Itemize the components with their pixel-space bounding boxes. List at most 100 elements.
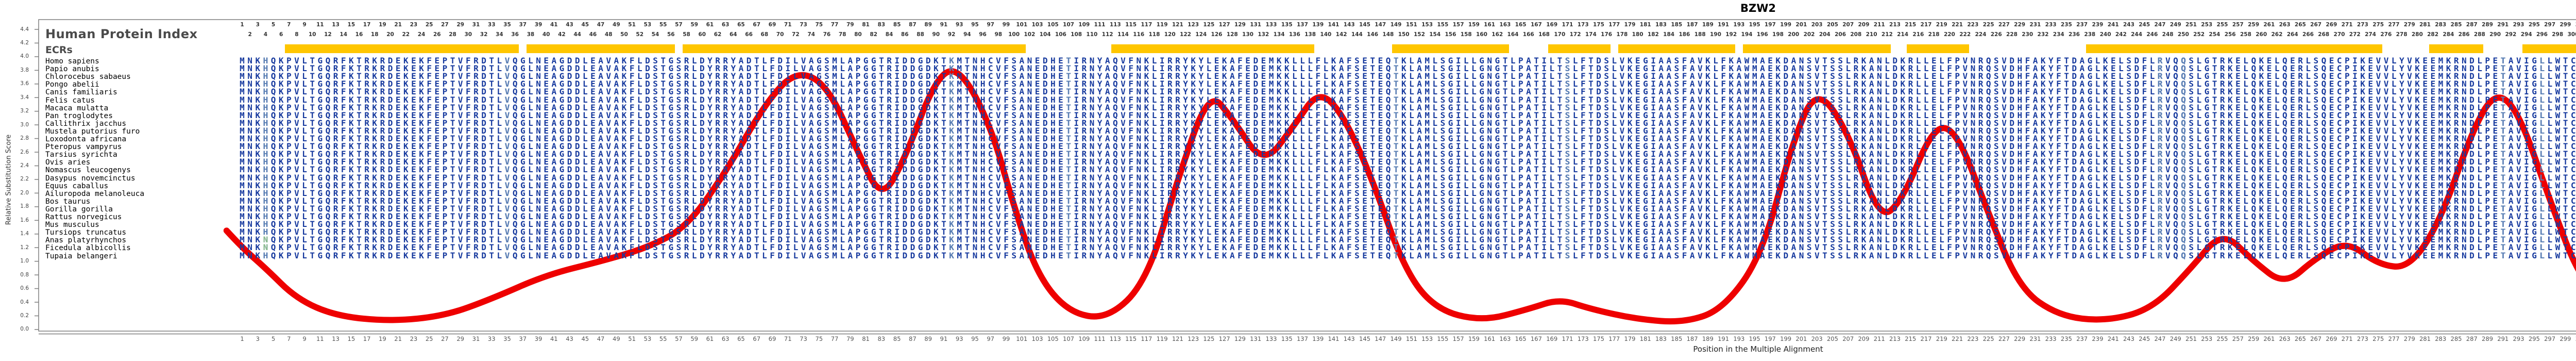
sequence-residue-colored: K [949, 125, 954, 136]
sequence-residue-colored: L [2539, 211, 2545, 221]
sequence-residue-colored: H [263, 250, 268, 260]
position-label-top: 41 [550, 22, 558, 28]
position-label-top: 133 [1265, 22, 1277, 28]
position-label-top: 250 [2177, 31, 2189, 38]
sequence-row: MNKHQKPVLTGQRFKTRKRDEKEKFEPTVFRDTLVQGLNE… [240, 63, 2576, 74]
sequence-row: MNKHQKPVLTGQRFKTRKRDEKEKFEPTVFRDTLVQGLNE… [240, 79, 2576, 89]
position-label-top: 270 [2333, 31, 2345, 38]
position-label-bottom: 99 [1002, 335, 1010, 342]
position-label-bottom: 139 [1312, 335, 1324, 342]
position-label-bottom: 27 [441, 335, 449, 342]
ecr-region-bar [1392, 44, 1509, 53]
sequence-residue-colored: R [2157, 118, 2163, 128]
y-tick-label: 4.2 [20, 39, 29, 46]
position-label-bottom: 133 [1265, 335, 1277, 342]
position-label-top: 149 [1390, 22, 1402, 28]
position-label-top: 125 [1203, 22, 1215, 28]
position-label-top: 295 [2528, 22, 2540, 28]
position-label-top: 294 [2520, 31, 2532, 38]
sequence-residue-colored: R [2157, 125, 2163, 136]
sequence-residue-colored: T [2500, 79, 2506, 89]
position-label-top: 218 [1928, 31, 1940, 38]
position-label-top: 92 [947, 31, 956, 38]
position-label-top: 66 [745, 31, 753, 38]
position-label-top: 54 [651, 31, 659, 38]
position-label-top: 15 [347, 22, 355, 28]
position-label-top: 7 [287, 22, 291, 28]
sequence-residue-colored: V [504, 125, 510, 136]
sequence-residue-colored: S [1565, 203, 1570, 214]
position-label-bottom: 47 [597, 335, 605, 342]
sequence-residue-colored: Q [2181, 235, 2186, 245]
sequence-residue-colored: H [263, 79, 268, 89]
species-label: Ovis aries [45, 158, 91, 167]
sequence-residue-colored: T [1393, 94, 1399, 105]
y-tick-label: 4.0 [20, 53, 29, 60]
sequence-residue-colored: Q [2181, 94, 2186, 105]
sequence-residue-colored: T [2500, 63, 2506, 74]
position-label-top: 167 [1530, 22, 1542, 28]
position-label-bottom: 209 [1858, 335, 1870, 342]
position-label-top: 12 [324, 31, 332, 38]
sequence-residue-colored: S [1565, 118, 1570, 128]
position-label-top: 73 [800, 22, 807, 28]
sequence-residue-colored: R [2157, 94, 2163, 105]
y-tick-label: 2.0 [20, 189, 29, 196]
position-label-top: 44 [573, 31, 581, 38]
position-label-bottom: 227 [1998, 335, 2010, 342]
position-label-bottom: 21 [394, 335, 402, 342]
position-label-top: 62 [714, 31, 722, 38]
position-label-top: 148 [1382, 31, 1394, 38]
sequence-residue-colored: V [504, 118, 510, 128]
position-label-bottom: 11 [316, 335, 324, 342]
sequence-residue-colored: T [1393, 157, 1399, 167]
position-label-top: 130 [1242, 31, 1253, 38]
sequence-row: MNKHQKPVLTGQRFKTRKRDEKEKFEPTVFRDTLVQGLNE… [240, 180, 2576, 190]
position-label-bottom: 45 [581, 335, 589, 342]
position-label-top: 18 [370, 31, 379, 38]
position-label-top: 231 [2029, 22, 2041, 28]
sequence-residue-colored: T [1066, 141, 1071, 152]
sequence-residue-colored: V [504, 188, 510, 198]
position-label-top: 145 [1359, 22, 1370, 28]
position-label-top: 217 [1920, 22, 1932, 28]
position-label-top: 296 [2536, 31, 2548, 38]
position-label-top: 204 [1819, 31, 1831, 38]
sequence-residue-colored: T [1393, 227, 1399, 237]
position-label-top: 96 [979, 31, 987, 38]
sequence-residue-colored: R [2157, 195, 2163, 206]
sequence-residue-colored: R [2157, 71, 2163, 81]
position-label-top: 230 [2022, 31, 2033, 38]
position-label-bottom: 207 [1842, 335, 1854, 342]
sequence-residue-colored: K [949, 165, 954, 175]
position-label-top: 221 [1952, 22, 1963, 28]
position-label-top: 17 [363, 22, 371, 28]
sequence-residue-colored: H [263, 87, 268, 97]
sequence-residue-colored: Q [2181, 227, 2186, 237]
sequence-residue-colored: H [263, 56, 268, 65]
sequence-residue-colored: R [2157, 110, 2163, 120]
position-label-bottom: 15 [347, 335, 355, 342]
position-label-bottom: 273 [2357, 335, 2368, 342]
position-label-top: 104 [1039, 31, 1051, 38]
sequence-residue-colored: T [1066, 125, 1071, 136]
sequence-residue-colored: S [1565, 188, 1570, 198]
position-label-top: 298 [2552, 31, 2564, 38]
position-label-top: 257 [2232, 22, 2244, 28]
position-label-top: 1 [240, 22, 244, 28]
position-label-bottom: 121 [1172, 335, 1183, 342]
sequence-residue-colored: L [2539, 56, 2545, 65]
ecr-region-bar [682, 44, 1026, 53]
sequence-residue-colored: T [1393, 56, 1399, 65]
sequence-row: MNKHQKPVLTGQRFKTRKRDEKEKFEPTVFRDTLVQGLNE… [240, 56, 2576, 65]
position-label-bottom: 189 [1702, 335, 1714, 342]
sequence-residue-colored: H [263, 165, 268, 175]
position-label-bottom: 169 [1546, 335, 1558, 342]
position-label-top: 23 [410, 22, 418, 28]
sequence-residue-colored: R [2157, 180, 2163, 190]
position-label-top: 58 [683, 31, 690, 38]
position-label-bottom: 153 [1421, 335, 1433, 342]
sequence-residue-colored: H [263, 141, 268, 152]
position-label-top: 59 [690, 22, 698, 28]
sequence-residue-colored: T [2500, 203, 2506, 214]
